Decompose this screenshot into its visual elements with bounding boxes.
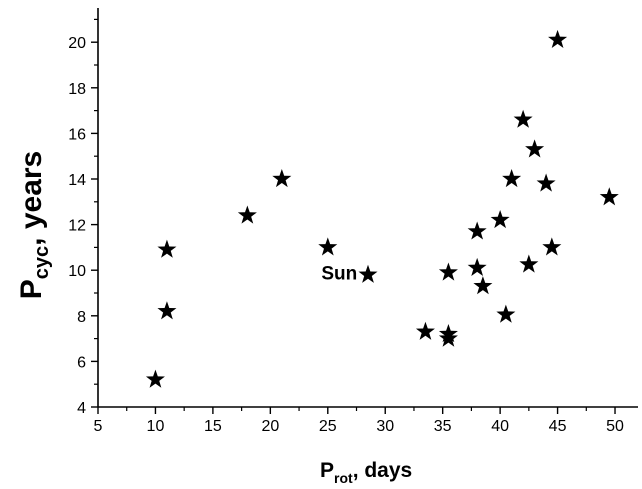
x-tick-label: 5 — [94, 418, 103, 435]
axes: 5 10 15 20 25 30 35 40 45 50 4 6 8 10 12 14 16 18 20 — [68, 8, 638, 435]
x-tick-label: 15 — [204, 418, 222, 435]
data-point-star — [519, 254, 539, 273]
x-tick-label: 30 — [376, 418, 394, 435]
data-points — [145, 29, 619, 388]
data-point-star — [318, 237, 338, 256]
data-point-star — [536, 173, 556, 192]
data-point-star — [157, 239, 177, 258]
data-point-star — [473, 276, 493, 295]
data-point-star — [525, 139, 545, 158]
data-point-star — [272, 169, 292, 188]
data-point-star — [542, 237, 562, 256]
data-point-star — [237, 205, 257, 224]
data-point-star — [157, 301, 177, 320]
x-tick-label: 25 — [319, 418, 337, 435]
data-point-star — [513, 109, 533, 128]
x-tick-label: 10 — [147, 418, 165, 435]
data-point-star — [490, 210, 510, 229]
y-tick-label: 12 — [68, 218, 86, 235]
data-point-star — [467, 257, 487, 277]
x-axis-label: Prot, days — [320, 459, 412, 486]
y-tick-label: 8 — [77, 309, 86, 326]
y-axis-label: Pcyc, years — [15, 151, 53, 299]
data-point-star — [467, 221, 487, 240]
y-tick-label: 18 — [68, 81, 86, 98]
data-point-star — [438, 328, 458, 347]
data-point-star — [415, 321, 435, 340]
y-tick-label: 16 — [68, 126, 86, 143]
data-point-star — [496, 304, 516, 323]
data-point-star — [438, 262, 458, 281]
x-tick-label: 20 — [261, 418, 279, 435]
x-tick-label: 40 — [491, 418, 509, 435]
sun-annotation: Sun — [321, 263, 357, 284]
y-tick-label: 14 — [68, 172, 86, 189]
data-point-star — [599, 187, 619, 206]
y-tick-label: 4 — [77, 400, 86, 417]
y-tick-label: 10 — [68, 263, 86, 280]
x-tick-label: 45 — [549, 418, 567, 435]
y-tick-label: 20 — [68, 35, 86, 52]
x-tick-label: 50 — [606, 418, 624, 435]
y-tick-label: 6 — [77, 354, 86, 371]
x-tick-label: 35 — [434, 418, 452, 435]
data-point-star — [358, 264, 378, 283]
data-point-star — [502, 169, 522, 188]
data-point-star — [145, 369, 165, 388]
data-point-star — [548, 29, 568, 49]
